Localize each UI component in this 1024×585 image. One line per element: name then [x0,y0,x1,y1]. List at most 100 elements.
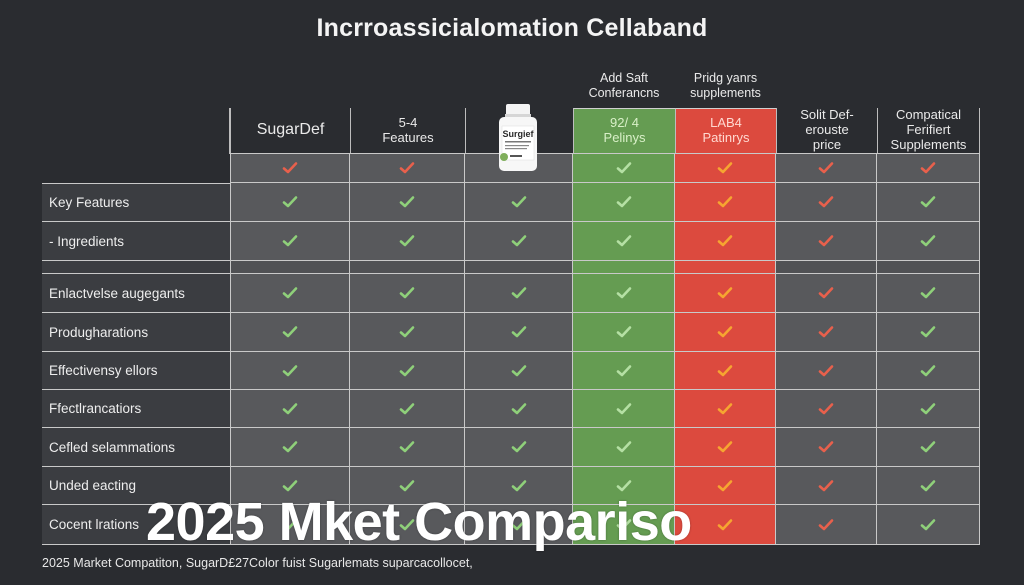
table-cell [573,428,675,467]
column-header[interactable] [465,108,573,153]
header-check-cell [573,153,675,183]
checkmark-icon [616,364,632,378]
column-header[interactable]: Solit Def-erouste price [776,107,877,153]
row-label: - Ingredients [42,222,230,261]
checkmark-icon [511,518,527,532]
checkmark-icon [399,234,415,248]
column-header[interactable]: SugarDef [230,108,350,153]
checkmark-icon [717,286,733,300]
table-cell [573,390,675,428]
table-cell [675,505,776,545]
column-header-text: LAB4 [710,115,742,131]
row-label-text: Produgharations [49,324,149,340]
table-cell [877,390,980,428]
row-divider [675,261,776,274]
checkmark-icon [616,234,632,248]
column-header[interactable]: 92/ 4 Pelinys [573,108,675,153]
column-header[interactable]: Compatical Ferifiert Supplements [877,107,980,153]
column-top-label: Add Saft Conferancns [573,68,675,104]
checkmark-icon [920,518,936,532]
checkmark-icon [616,518,632,532]
table-cell [776,467,877,505]
table-cell [675,428,776,467]
header-check-cell [350,153,465,183]
table-cell [573,467,675,505]
checkmark-icon [282,234,298,248]
checkmark-icon [616,325,632,339]
checkmark-icon [717,402,733,416]
table-cell [573,274,675,313]
table-cell [465,222,573,261]
checkmark-icon [616,440,632,454]
checkmark-icon [616,286,632,300]
table-cell [230,467,350,505]
table-cell [675,222,776,261]
row-label: Key Features [42,183,230,222]
table-cell [350,274,465,313]
table-cell [350,390,465,428]
table-cell [465,505,573,545]
table-cell [465,352,573,390]
table-cell [465,313,573,352]
table-cell [877,505,980,545]
checkmark-icon [616,195,632,209]
column-header-text: Supplements [890,136,967,152]
table-cell [350,505,465,545]
checkmark-icon [511,234,527,248]
table-cell [573,313,675,352]
checkmark-icon [511,325,527,339]
row-label-text: Effectivensy ellors [49,363,158,378]
column-header-text: 92/ 4 [610,115,639,131]
checkmark-icon [818,402,834,416]
checkmark-icon [399,161,415,175]
table-cell [350,222,465,261]
checkmark-icon [282,440,298,454]
checkmark-icon [818,364,834,378]
checkmark-icon [920,325,936,339]
header-check-cell [877,153,980,183]
overlay-headline: 2025 Mket Compariso [146,492,692,552]
row-divider [42,261,230,274]
checkmark-icon [511,479,527,493]
checkmark-icon [818,518,834,532]
table-cell [573,505,675,545]
row-divider [573,261,675,274]
table-cell [230,222,350,261]
table-cell [465,183,573,222]
table-cell [776,313,877,352]
table-cell [877,428,980,467]
checkmark-icon [717,518,733,532]
table-cell [877,222,980,261]
column-header[interactable]: 5-4 Features [350,108,465,153]
checkmark-icon [282,286,298,300]
checkmark-icon [616,479,632,493]
checkmark-icon [920,234,936,248]
table-cell [350,313,465,352]
column-header-text: Ferifiert [906,122,951,138]
checkmark-icon [399,479,415,493]
table-cell [675,467,776,505]
checkmark-icon [282,195,298,209]
checkmark-icon [717,364,733,378]
row-label-text: - Ingredients [49,233,125,249]
checkmark-icon [818,161,834,175]
checkmark-icon [920,161,936,175]
table-cell [230,313,350,352]
checkmark-icon [920,479,936,493]
checkmark-icon [616,402,632,416]
table-cell [573,183,675,222]
table-cell [776,390,877,428]
svg-text:Surgief: Surgief [502,129,534,139]
checkmark-icon [717,195,733,209]
checkmark-icon [920,440,936,454]
table-cell [877,274,980,313]
row-divider [350,261,465,274]
column-header[interactable]: LAB4 Patinrys [675,108,776,153]
column-top-label: Pridg yanrs supplements [675,68,776,104]
column-header-text: price [812,136,842,152]
row-divider [465,261,573,274]
header-check-cell [230,153,350,183]
row-label: Cocent lrations [42,505,230,545]
column-header-text: erouste [805,122,849,138]
